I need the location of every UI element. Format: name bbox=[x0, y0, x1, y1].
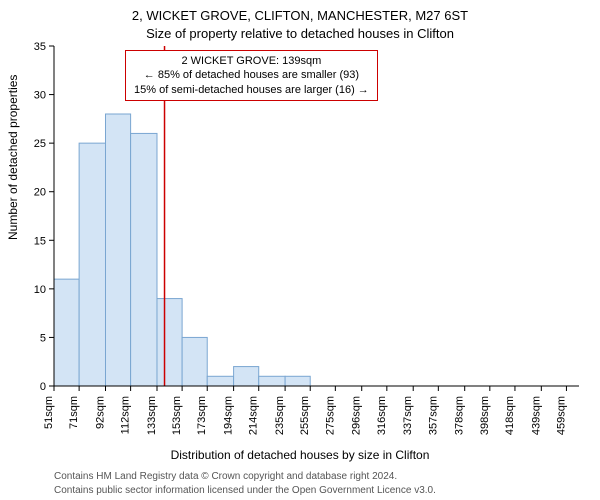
svg-text:398sqm: 398sqm bbox=[479, 396, 491, 435]
x-tick-label: 316sqm bbox=[376, 396, 388, 435]
x-tick-label: 71sqm bbox=[68, 396, 80, 429]
x-tick-label: 92sqm bbox=[94, 396, 106, 429]
histogram-bar bbox=[207, 376, 233, 386]
x-tick-label: 378sqm bbox=[454, 396, 466, 435]
x-tick-label: 459sqm bbox=[555, 396, 567, 435]
svg-text:0: 0 bbox=[40, 381, 46, 393]
svg-text:296sqm: 296sqm bbox=[351, 396, 363, 435]
x-tick-label: 133sqm bbox=[146, 396, 158, 435]
y-tick-label: 0 bbox=[40, 381, 46, 393]
x-tick-label: 337sqm bbox=[402, 396, 414, 435]
x-tick-label: 255sqm bbox=[299, 396, 311, 435]
x-axis-label: Distribution of detached houses by size … bbox=[0, 448, 600, 462]
svg-text:133sqm: 133sqm bbox=[146, 396, 158, 435]
property-callout: 2 WICKET GROVE: 139sqm ← 85% of detached… bbox=[125, 50, 378, 101]
svg-text:214sqm: 214sqm bbox=[248, 396, 260, 435]
svg-text:357sqm: 357sqm bbox=[427, 396, 439, 435]
svg-text:15: 15 bbox=[34, 235, 46, 247]
x-tick-label: 51sqm bbox=[43, 396, 55, 429]
chart-subtitle: Size of property relative to detached ho… bbox=[0, 26, 600, 41]
y-axis-label: Number of detached properties bbox=[6, 75, 20, 240]
attribution-line2: Contains public sector information licen… bbox=[54, 485, 436, 496]
histogram-bar bbox=[285, 376, 310, 386]
svg-text:418sqm: 418sqm bbox=[504, 396, 516, 435]
x-tick-label: 357sqm bbox=[427, 396, 439, 435]
histogram-bar bbox=[79, 143, 105, 386]
histogram-bar bbox=[182, 337, 207, 386]
chart-container: 2, WICKET GROVE, CLIFTON, MANCHESTER, M2… bbox=[0, 0, 600, 500]
x-tick-label: 235sqm bbox=[274, 396, 286, 435]
y-tick-label: 15 bbox=[34, 235, 46, 247]
histogram-bar bbox=[234, 367, 259, 386]
histogram-bar bbox=[259, 376, 285, 386]
attribution-line1: Contains HM Land Registry data © Crown c… bbox=[54, 471, 397, 482]
callout-size: 2 WICKET GROVE: 139sqm bbox=[134, 54, 369, 68]
x-tick-label: 275sqm bbox=[324, 396, 336, 435]
callout-larger: 15% of semi-detached houses are larger (… bbox=[134, 83, 369, 97]
x-tick-label: 418sqm bbox=[504, 396, 516, 435]
svg-text:30: 30 bbox=[34, 90, 46, 102]
svg-text:439sqm: 439sqm bbox=[530, 396, 542, 435]
histogram-bar bbox=[54, 279, 79, 386]
svg-text:71sqm: 71sqm bbox=[68, 396, 80, 429]
x-tick-label: 194sqm bbox=[223, 396, 235, 435]
svg-text:25: 25 bbox=[34, 138, 46, 150]
svg-text:51sqm: 51sqm bbox=[43, 396, 55, 429]
histogram-bar bbox=[157, 299, 182, 386]
callout-smaller: ← 85% of detached houses are smaller (93… bbox=[134, 68, 369, 82]
svg-text:112sqm: 112sqm bbox=[120, 396, 132, 434]
svg-text:20: 20 bbox=[34, 187, 46, 199]
x-tick-label: 173sqm bbox=[196, 396, 208, 435]
svg-text:194sqm: 194sqm bbox=[223, 396, 235, 435]
x-tick-label: 112sqm bbox=[120, 396, 132, 434]
y-tick-label: 20 bbox=[34, 187, 46, 199]
y-tick-label: 35 bbox=[34, 41, 46, 53]
x-tick-label: 153sqm bbox=[171, 396, 183, 435]
histogram-bar bbox=[105, 114, 130, 386]
svg-text:5: 5 bbox=[40, 332, 46, 344]
svg-text:378sqm: 378sqm bbox=[454, 396, 466, 435]
y-tick-label: 30 bbox=[34, 90, 46, 102]
histogram-bar bbox=[131, 133, 157, 386]
x-tick-label: 398sqm bbox=[479, 396, 491, 435]
svg-text:92sqm: 92sqm bbox=[94, 396, 106, 429]
chart-title-address: 2, WICKET GROVE, CLIFTON, MANCHESTER, M2… bbox=[0, 8, 600, 23]
svg-text:459sqm: 459sqm bbox=[555, 396, 567, 435]
svg-text:275sqm: 275sqm bbox=[324, 396, 336, 435]
svg-text:337sqm: 337sqm bbox=[402, 396, 414, 435]
x-tick-label: 214sqm bbox=[248, 396, 260, 435]
y-tick-label: 5 bbox=[40, 332, 46, 344]
svg-text:173sqm: 173sqm bbox=[196, 396, 208, 435]
svg-text:255sqm: 255sqm bbox=[299, 396, 311, 435]
y-tick-label: 10 bbox=[34, 284, 46, 296]
svg-text:153sqm: 153sqm bbox=[171, 396, 183, 435]
svg-text:316sqm: 316sqm bbox=[376, 396, 388, 435]
svg-text:10: 10 bbox=[34, 284, 46, 296]
y-tick-label: 25 bbox=[34, 138, 46, 150]
x-tick-label: 439sqm bbox=[530, 396, 542, 435]
svg-text:235sqm: 235sqm bbox=[274, 396, 286, 435]
x-tick-label: 296sqm bbox=[351, 396, 363, 435]
svg-text:35: 35 bbox=[34, 41, 46, 53]
